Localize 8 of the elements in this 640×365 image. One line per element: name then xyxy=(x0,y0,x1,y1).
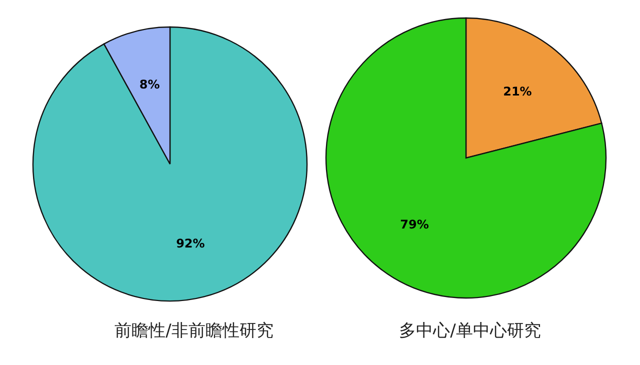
data-label: 21% xyxy=(503,84,532,99)
pie-slice xyxy=(32,26,308,302)
pie-slice xyxy=(326,17,607,298)
data-label: 79% xyxy=(400,217,429,232)
text: 前瞻性/非前瞻性研究 xyxy=(114,321,274,341)
data-label: 8% xyxy=(139,77,160,92)
data-label: 92% xyxy=(176,236,205,251)
text: 多中心/单中心研究 xyxy=(399,321,541,341)
